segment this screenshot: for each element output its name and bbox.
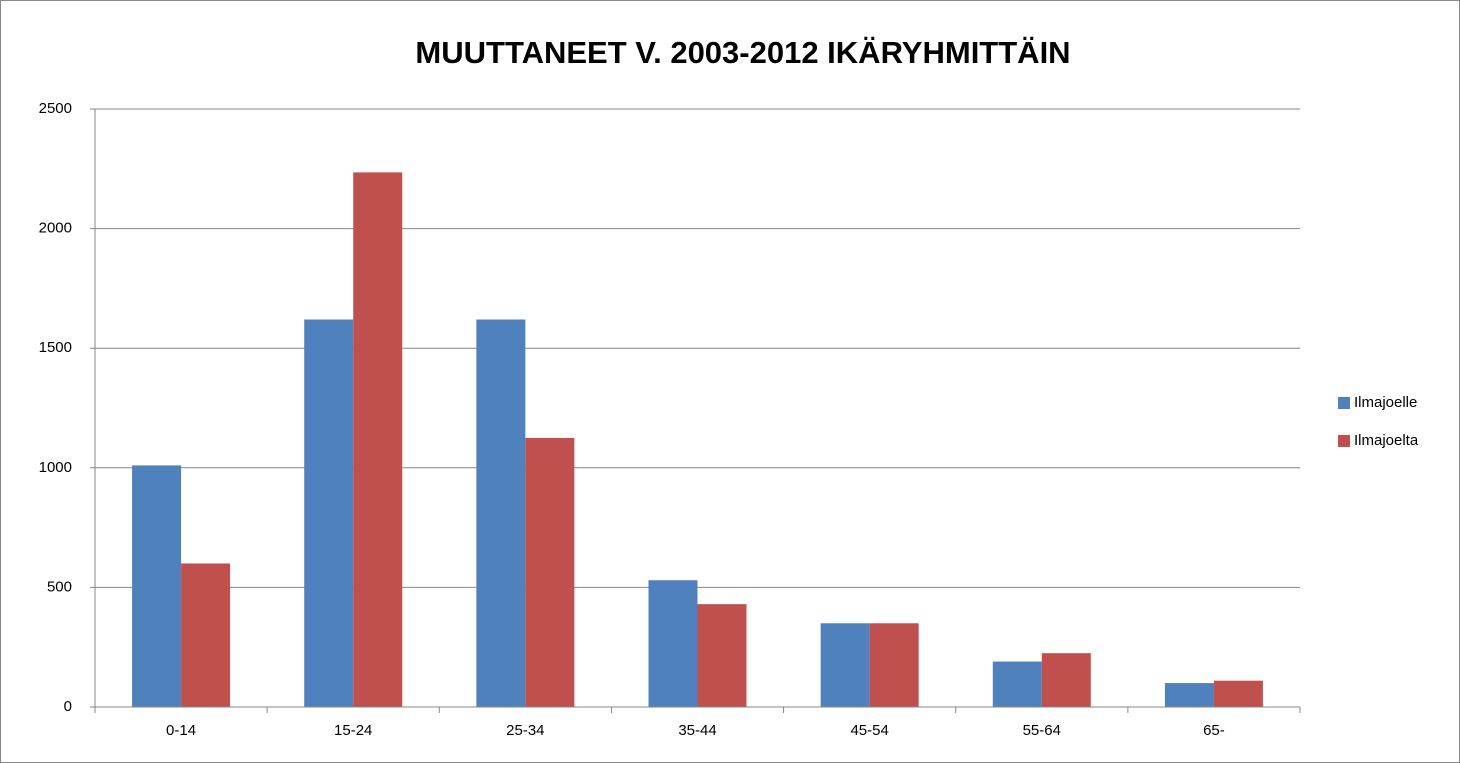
- x-tick-label: 0-14: [166, 722, 196, 739]
- bar: [869, 623, 919, 707]
- legend-label: Ilmajoelle: [1354, 394, 1417, 411]
- x-tick-label: 35-44: [678, 722, 716, 739]
- chart-title: MUUTTANEET V. 2003-2012 IKÄRYHMITTÄIN: [415, 35, 1070, 70]
- x-tick-label: 45-54: [850, 722, 888, 739]
- y-tick-label: 1000: [39, 459, 72, 476]
- y-tick-label: 500: [47, 578, 72, 595]
- x-tick-label: 15-24: [334, 722, 372, 739]
- bar: [476, 319, 526, 707]
- y-tick-label: 1500: [39, 339, 72, 356]
- x-tick-label: 25-34: [506, 722, 544, 739]
- x-tick-label: 55-64: [1023, 722, 1061, 739]
- bar: [1213, 680, 1263, 707]
- y-tick-label: 2000: [39, 220, 72, 237]
- bar: [648, 580, 698, 707]
- bar: [992, 661, 1042, 707]
- bar: [353, 172, 403, 707]
- bar: [132, 465, 182, 707]
- bar: [304, 319, 354, 707]
- x-tick-label: 65-: [1203, 722, 1225, 739]
- bar: [1041, 653, 1091, 707]
- legend-swatch: [1338, 435, 1350, 447]
- bar: [525, 437, 575, 707]
- y-tick-label: 2500: [39, 100, 72, 117]
- legend-swatch: [1338, 397, 1350, 409]
- bar: [181, 563, 231, 707]
- bar: [1164, 683, 1214, 707]
- bar: [697, 604, 747, 707]
- bar: [820, 623, 870, 707]
- y-tick-label: 0: [64, 698, 72, 715]
- legend-label: Ilmajoelta: [1354, 432, 1419, 449]
